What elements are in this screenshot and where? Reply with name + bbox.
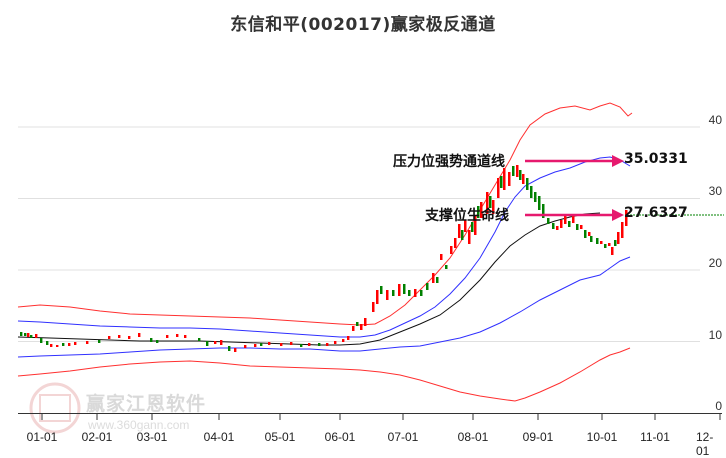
middle-line (17, 212, 601, 346)
outer-upper-band (17, 102, 633, 326)
support-arrow (525, 209, 624, 221)
resistance-arrow (525, 155, 624, 167)
inner-lower-band (17, 256, 631, 358)
inner-upper-band (17, 156, 631, 338)
x-tick: 09-01 (522, 430, 554, 444)
watermark-logo (29, 382, 81, 434)
watermark-text: 赢家江恩软件 (86, 393, 207, 415)
x-tick: 11-01 (640, 430, 670, 444)
x-tick: 02-01 (81, 430, 113, 444)
x-tick: 04-01 (203, 430, 235, 444)
x-tick: 01-01 (26, 430, 58, 444)
x-tick: 12-01 (696, 430, 714, 458)
resistance-label: 压力位强势通道线 (393, 154, 505, 170)
gridlines (18, 126, 700, 342)
chart-title: 东信和平(002017)赢家极反通道 (230, 15, 496, 35)
y-tick-10: 10 (708, 328, 722, 342)
y-tick-20: 20 (708, 256, 722, 270)
x-tick: 03-01 (136, 430, 168, 444)
x-tick: 08-01 (457, 430, 489, 444)
x-tick: 10-01 (586, 430, 618, 444)
support-value: 27.6327 (624, 205, 688, 221)
y-tick-30: 30 (708, 184, 722, 198)
x-axis (18, 413, 722, 420)
watermark-url: www.360gann.com (88, 418, 190, 432)
y-tick-40: 40 (708, 113, 722, 127)
resistance-value: 35.0331 (624, 151, 688, 167)
support-label: 支撑位生命线 (425, 208, 509, 224)
y-tick-0: 0 (715, 399, 722, 413)
x-tick: 06-01 (324, 430, 356, 444)
candlesticks (20, 165, 628, 352)
outer-lower-band (17, 347, 631, 402)
x-tick: 07-01 (387, 430, 419, 444)
x-tick: 05-01 (264, 430, 296, 444)
